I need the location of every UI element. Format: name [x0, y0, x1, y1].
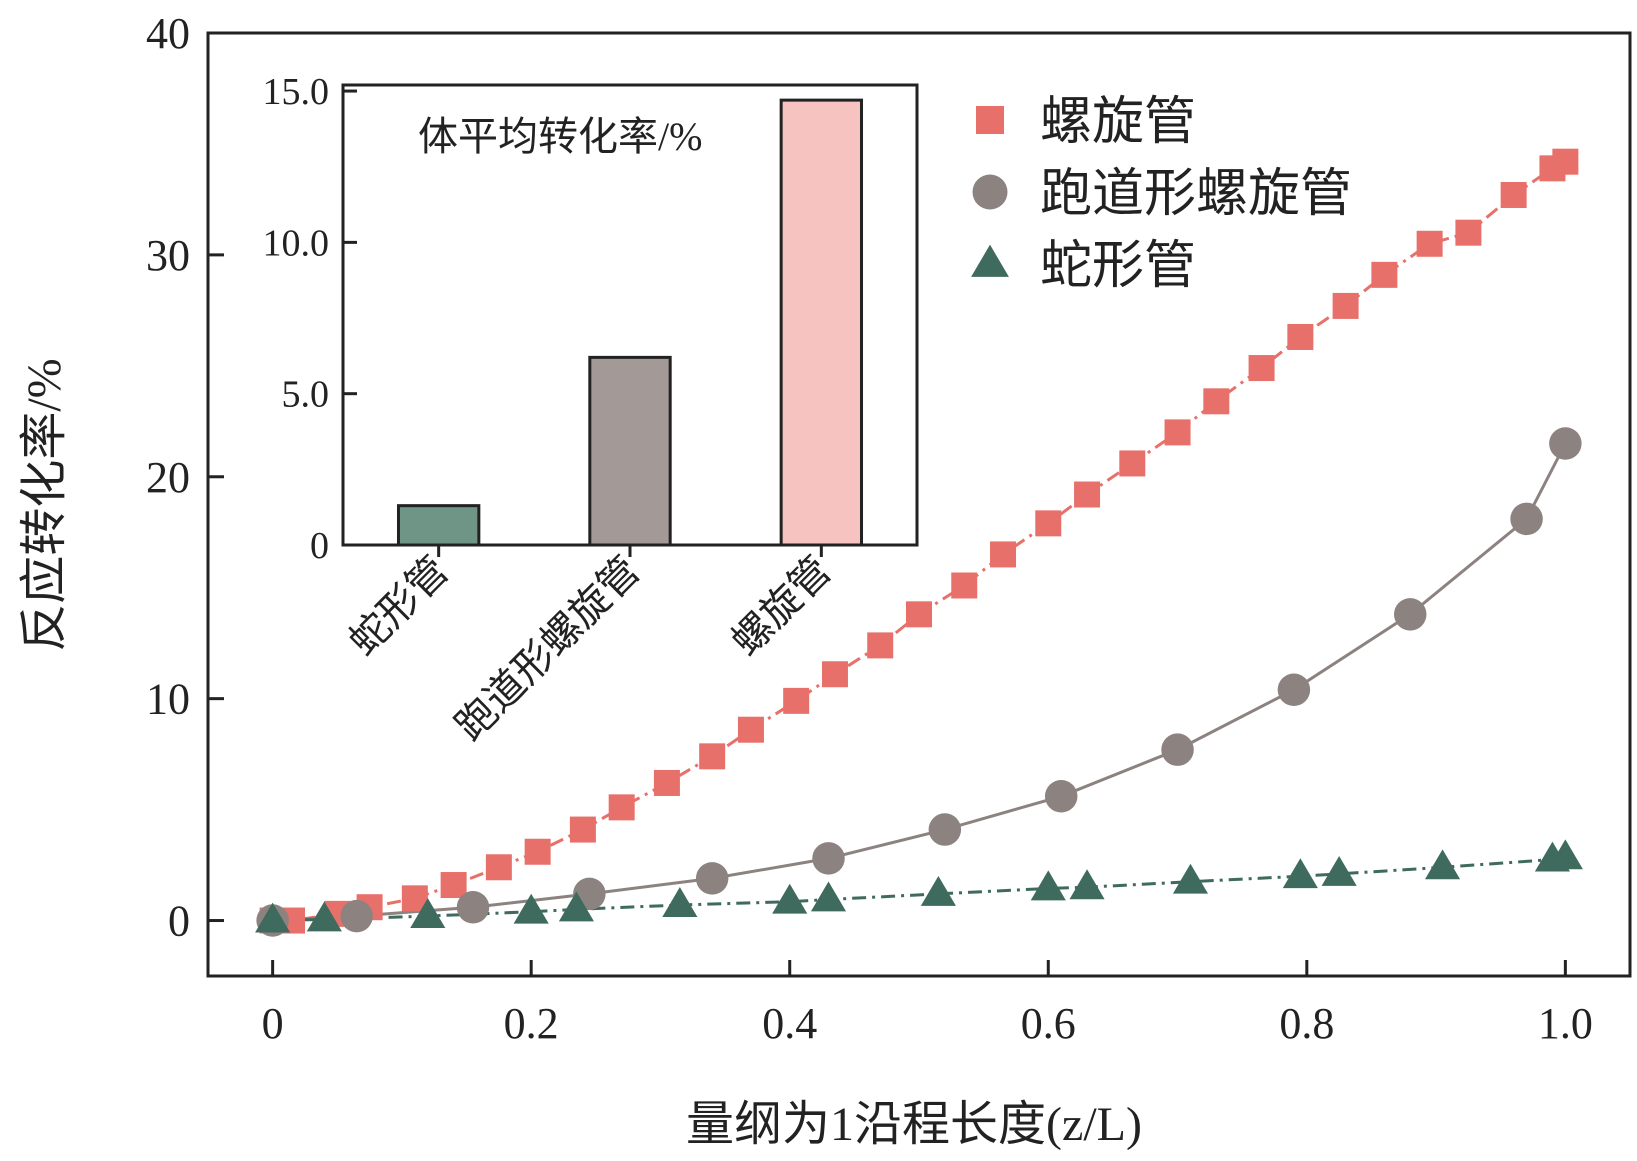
x-tick-label: 1.0: [1538, 999, 1593, 1048]
inset-y-tick-label: 10.0: [263, 222, 330, 264]
square-data-point: [608, 794, 635, 821]
square-data-point: [1203, 388, 1230, 415]
square-legend-marker: [976, 106, 1004, 134]
y-tick-label: 40: [146, 9, 190, 58]
square-data-point: [485, 854, 512, 881]
triangle-data-point: [772, 883, 808, 914]
triangle-legend-marker: [971, 244, 1009, 277]
square-data-point: [653, 769, 680, 796]
inset-axes-ticks: 0 5.0 10.0 15.0: [263, 71, 823, 567]
legend-label: 蛇形管: [1040, 238, 1196, 295]
square-data-point: [990, 541, 1017, 568]
triangle-data-point: [255, 902, 291, 933]
inset-bar: [396, 504, 481, 547]
square-data-point: [951, 572, 978, 599]
inset-bar: [779, 98, 864, 547]
square-data-point: [1074, 481, 1101, 508]
circle-data-point: [812, 842, 845, 875]
y-tick-label: 0: [168, 897, 190, 946]
triangle-data-point: [1030, 870, 1066, 901]
square-data-point: [440, 872, 467, 899]
square-data-point: [1164, 419, 1191, 446]
triangle-data-point: [1547, 839, 1583, 870]
triangle-data-point: [513, 893, 549, 924]
triangle-data-point: [558, 891, 594, 922]
square-data-point: [821, 661, 848, 688]
triangle-data-point: [1172, 863, 1209, 894]
y-axis-title: 反应转化率/%: [18, 358, 71, 651]
square-data-point: [737, 716, 764, 743]
inset-category-label: 螺旋管: [723, 548, 840, 665]
square-data-point: [1455, 219, 1482, 246]
circle-data-point: [1393, 598, 1427, 631]
circle-data-point: [1277, 673, 1311, 707]
y-tick-label: 20: [146, 453, 190, 502]
circle-data-point: [695, 862, 729, 895]
legend-label: 螺旋管: [1040, 94, 1196, 151]
main-axes-ticks: 0 0.2 0.4 0.6 0.8 1.0 0 10 20 30 40: [146, 9, 1593, 1048]
circle-legend-marker: [972, 174, 1008, 210]
square-data-point: [867, 632, 894, 659]
y-tick-label: 10: [146, 675, 190, 724]
square-data-point: [699, 743, 726, 770]
inset-y-tick-label: 15.0: [263, 71, 330, 113]
circle-data-point: [1549, 427, 1582, 460]
circle-data-point: [456, 890, 490, 924]
main-plot-frame: [206, 31, 1632, 978]
square-data-point: [569, 816, 596, 843]
triangle-data-point: [810, 881, 847, 912]
triangle-data-point: [306, 901, 342, 932]
triangle-data-point: [662, 887, 698, 917]
x-tick-label: 0.4: [762, 999, 817, 1048]
inset-y-tick-label: 0: [310, 525, 329, 567]
x-tick-label: 0.2: [504, 999, 559, 1048]
triangle-data-point: [1282, 858, 1318, 889]
y-tick-label: 30: [146, 231, 190, 280]
triangle-data-point: [1321, 855, 1357, 886]
inset-bars: [396, 98, 864, 547]
triangle-data-point: [920, 875, 956, 906]
square-data-point: [524, 838, 551, 865]
square-data-point: [906, 601, 932, 628]
main-series-markers: [255, 148, 1583, 937]
square-data-point: [1332, 292, 1359, 319]
square-data-point: [1035, 510, 1062, 537]
inset-bar: [588, 355, 672, 547]
circle-data-point: [1161, 733, 1194, 766]
legend-label: 跑道形螺旋管: [1040, 166, 1352, 223]
inset-category-label: 跑道形螺旋管: [447, 548, 649, 750]
inset-y-tick-label: 5.0: [282, 374, 330, 416]
x-tick-label: 0.6: [1021, 999, 1076, 1048]
circle-data-point: [340, 899, 373, 933]
x-axis-title: 量纲为1沿程长度(z/L): [686, 1098, 1142, 1151]
square-data-point: [783, 687, 810, 714]
square-data-point: [1119, 450, 1146, 477]
inset-category-label: 蛇形管: [340, 548, 457, 665]
circle-data-point: [1044, 780, 1078, 813]
square-data-point: [1248, 355, 1275, 382]
triangle-data-point: [410, 898, 446, 929]
square-data-point: [1416, 230, 1443, 257]
triangle-data-point: [1425, 849, 1461, 880]
square-data-point: [1552, 148, 1579, 175]
circle-data-point: [928, 813, 962, 846]
square-data-point: [1287, 323, 1314, 350]
circle-data-point: [1510, 502, 1543, 536]
x-tick-label: 0.8: [1279, 999, 1334, 1048]
inset-title: 体平均转化率/%: [418, 114, 702, 159]
square-data-point: [1500, 181, 1527, 208]
series-line-3: [272, 855, 1566, 922]
x-tick-label: 0: [262, 999, 284, 1048]
triangle-data-point: [1069, 869, 1105, 900]
square-data-point: [1371, 261, 1398, 288]
